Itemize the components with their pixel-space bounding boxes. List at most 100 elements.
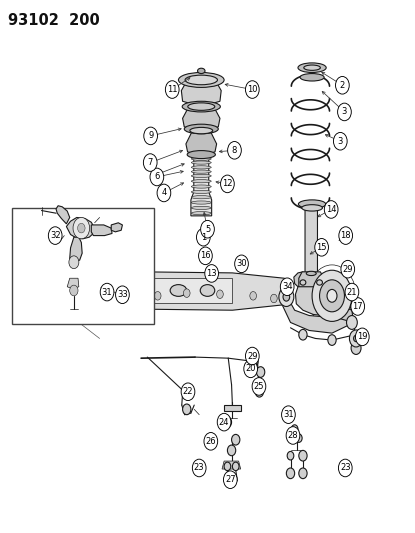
- Ellipse shape: [184, 124, 218, 134]
- Text: 31: 31: [102, 288, 112, 296]
- Circle shape: [295, 434, 302, 442]
- Circle shape: [349, 330, 363, 347]
- Ellipse shape: [191, 170, 211, 173]
- Circle shape: [315, 238, 329, 256]
- Circle shape: [287, 451, 294, 460]
- Text: 31: 31: [283, 410, 294, 419]
- Text: 93102  200: 93102 200: [8, 13, 100, 28]
- Polygon shape: [111, 223, 122, 232]
- Text: 27: 27: [225, 475, 236, 484]
- Circle shape: [235, 255, 248, 273]
- Ellipse shape: [191, 174, 211, 177]
- Polygon shape: [191, 156, 212, 216]
- Text: 33: 33: [117, 290, 128, 299]
- Ellipse shape: [191, 157, 211, 160]
- Text: 19: 19: [357, 333, 368, 341]
- Text: 22: 22: [183, 387, 193, 396]
- Circle shape: [201, 221, 215, 238]
- Text: 11: 11: [167, 85, 178, 94]
- Circle shape: [48, 227, 62, 244]
- Circle shape: [181, 383, 195, 401]
- Text: 17: 17: [352, 302, 363, 311]
- Circle shape: [204, 433, 217, 450]
- Ellipse shape: [300, 280, 306, 285]
- Polygon shape: [183, 108, 220, 131]
- Polygon shape: [95, 284, 132, 304]
- Text: 29: 29: [342, 265, 353, 273]
- Ellipse shape: [188, 103, 215, 110]
- Polygon shape: [335, 308, 353, 321]
- Ellipse shape: [300, 74, 324, 81]
- Circle shape: [299, 468, 307, 479]
- Circle shape: [205, 265, 219, 282]
- Circle shape: [217, 290, 223, 298]
- Polygon shape: [295, 276, 351, 316]
- Ellipse shape: [185, 75, 217, 85]
- Text: 26: 26: [205, 437, 216, 446]
- Polygon shape: [299, 272, 324, 287]
- Text: 8: 8: [232, 146, 237, 155]
- FancyBboxPatch shape: [12, 208, 154, 324]
- Circle shape: [224, 462, 231, 471]
- Text: 21: 21: [347, 288, 357, 296]
- Polygon shape: [66, 217, 95, 239]
- Circle shape: [279, 287, 294, 306]
- Polygon shape: [282, 294, 353, 333]
- Circle shape: [227, 142, 242, 159]
- Circle shape: [199, 247, 212, 265]
- Circle shape: [221, 175, 234, 193]
- Ellipse shape: [200, 285, 215, 296]
- Circle shape: [246, 348, 259, 365]
- Text: 7: 7: [148, 158, 153, 167]
- Text: 32: 32: [50, 231, 61, 240]
- Circle shape: [224, 471, 237, 488]
- Polygon shape: [349, 298, 361, 313]
- Circle shape: [70, 285, 78, 296]
- Circle shape: [232, 434, 240, 445]
- Circle shape: [197, 228, 210, 246]
- Circle shape: [312, 270, 352, 321]
- Circle shape: [351, 297, 365, 315]
- Ellipse shape: [302, 205, 322, 211]
- Circle shape: [327, 289, 337, 302]
- Text: 3: 3: [342, 108, 347, 116]
- Polygon shape: [222, 461, 241, 469]
- Text: 24: 24: [219, 418, 229, 426]
- Circle shape: [299, 450, 307, 461]
- Circle shape: [183, 289, 190, 297]
- Ellipse shape: [191, 185, 211, 188]
- Circle shape: [271, 294, 277, 303]
- Circle shape: [325, 200, 338, 219]
- Circle shape: [150, 168, 164, 186]
- Circle shape: [347, 316, 357, 329]
- Circle shape: [283, 293, 290, 301]
- Circle shape: [338, 459, 352, 477]
- Ellipse shape: [170, 285, 187, 296]
- Ellipse shape: [191, 212, 211, 215]
- Circle shape: [291, 425, 298, 433]
- Polygon shape: [305, 209, 317, 275]
- Polygon shape: [224, 405, 241, 411]
- Text: 25: 25: [254, 382, 264, 391]
- Circle shape: [183, 404, 191, 415]
- Text: 15: 15: [316, 243, 327, 252]
- Text: 9: 9: [148, 132, 153, 140]
- Polygon shape: [67, 278, 79, 289]
- Text: 4: 4: [161, 189, 166, 197]
- Polygon shape: [70, 237, 82, 262]
- Polygon shape: [128, 272, 290, 310]
- Circle shape: [338, 103, 352, 121]
- Polygon shape: [186, 132, 217, 156]
- Ellipse shape: [191, 166, 211, 169]
- Ellipse shape: [190, 127, 213, 134]
- Text: 28: 28: [288, 431, 298, 440]
- Circle shape: [328, 335, 336, 345]
- Text: 34: 34: [282, 282, 293, 291]
- Circle shape: [248, 355, 258, 368]
- Circle shape: [246, 80, 259, 99]
- Circle shape: [154, 292, 161, 300]
- Text: 30: 30: [236, 260, 247, 268]
- Polygon shape: [56, 206, 70, 224]
- Circle shape: [223, 417, 232, 427]
- Polygon shape: [294, 272, 307, 287]
